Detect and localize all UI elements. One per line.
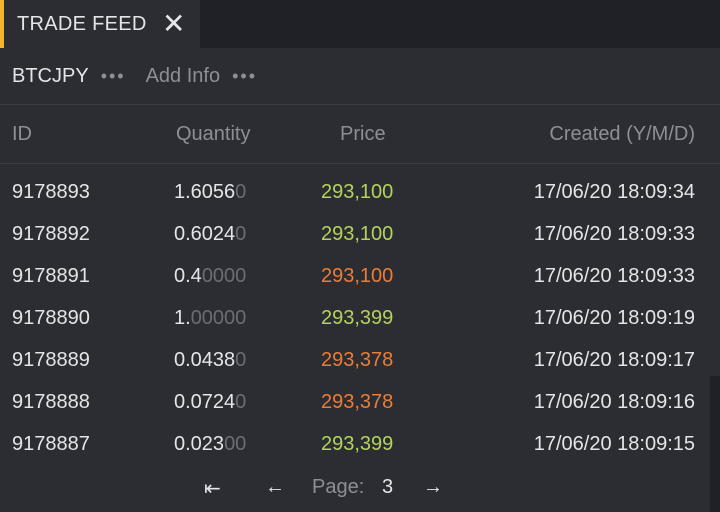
page-number: 3 — [382, 476, 394, 498]
column-header-price[interactable]: Price — [340, 123, 386, 145]
trade-price: 293,399 — [321, 433, 394, 455]
first-page-icon[interactable]: ⇤ — [204, 478, 221, 500]
trade-quantity: 0.04380 — [174, 349, 246, 372]
column-header-id[interactable]: ID — [12, 123, 32, 145]
trade-id: 9178892 — [12, 223, 90, 245]
column-header-created[interactable]: Created (Y/M/D) — [549, 123, 695, 145]
table-row[interactable]: 9178892 0.60240 293,100 17/06/20 18:09:3… — [0, 213, 720, 255]
table-row[interactable]: 9178890 1.00000 293,399 17/06/20 18:09:1… — [0, 297, 720, 339]
trade-id: 9178890 — [12, 307, 90, 329]
table-header: ID Quantity Price Created (Y/M/D) — [0, 105, 720, 164]
trade-price: 293,100 — [321, 181, 394, 203]
quantity-significant: 0.023 — [174, 433, 225, 455]
quantity-significant: 1.6056 — [174, 181, 236, 203]
quantity-padding: 0 — [235, 349, 247, 371]
table-row[interactable]: 9178887 0.02300 293,399 17/06/20 18:09:1… — [0, 423, 720, 465]
quantity-significant: 0.6024 — [174, 223, 236, 245]
trade-created: 17/06/20 18:09:17 — [533, 349, 695, 371]
trade-quantity: 1.60560 — [174, 181, 246, 204]
scrollbar[interactable] — [710, 376, 720, 512]
trade-id: 9178891 — [12, 265, 90, 287]
table-row[interactable]: 9178893 1.60560 293,100 17/06/20 18:09:3… — [0, 171, 720, 213]
column-header-quantity[interactable]: Quantity — [176, 123, 251, 145]
trade-price: 293,399 — [321, 307, 394, 329]
quantity-significant: 0.0724 — [174, 391, 236, 413]
trade-id: 9178889 — [12, 349, 90, 371]
add-info-button[interactable]: Add Info — [145, 64, 221, 87]
trade-created: 17/06/20 18:09:15 — [533, 433, 695, 455]
trade-created: 17/06/20 18:09:34 — [533, 181, 695, 203]
close-icon[interactable]: ✕ — [161, 8, 186, 39]
trade-price: 293,378 — [321, 349, 394, 371]
previous-page-icon[interactable]: ← — [265, 476, 285, 498]
quantity-padding: 0 — [235, 181, 247, 203]
trade-quantity: 0.07240 — [174, 391, 246, 414]
quantity-significant: 1. — [174, 307, 191, 329]
quantity-padding: 0 — [235, 223, 247, 245]
trade-quantity: 0.60240 — [174, 223, 246, 246]
trade-id: 9178893 — [12, 181, 90, 203]
tab-title: TRADE FEED — [17, 12, 147, 35]
trade-quantity: 1.00000 — [174, 307, 246, 330]
trade-list: 9178893 1.60560 293,100 17/06/20 18:09:3… — [0, 171, 720, 465]
quantity-padding: 00000 — [190, 307, 247, 329]
trade-quantity: 0.40000 — [174, 265, 246, 288]
table-row[interactable]: 9178891 0.40000 293,100 17/06/20 18:09:3… — [0, 255, 720, 297]
toolbar: BTCJPY ••• Add Info ••• — [0, 48, 720, 105]
tab-trade-feed[interactable]: TRADE FEED ✕ — [0, 0, 200, 48]
quantity-padding: 0 — [235, 391, 247, 413]
table-row[interactable]: 9178888 0.07240 293,378 17/06/20 18:09:1… — [0, 381, 720, 423]
pagination: ⇤ ← Page: 3 → — [0, 468, 720, 508]
trade-created: 17/06/20 18:09:33 — [533, 265, 695, 287]
trade-created: 17/06/20 18:09:33 — [533, 223, 695, 245]
trade-price: 293,100 — [321, 265, 394, 287]
quantity-padding: 0000 — [201, 265, 247, 287]
trade-created: 17/06/20 18:09:16 — [533, 391, 695, 413]
trade-id: 9178887 — [12, 433, 90, 455]
tab-bar: TRADE FEED ✕ — [0, 0, 720, 48]
add-info-more-icon[interactable]: ••• — [232, 65, 258, 86]
trade-quantity: 0.02300 — [174, 433, 246, 456]
next-page-icon[interactable]: → — [423, 476, 443, 498]
quantity-significant: 0.0438 — [174, 349, 236, 371]
table-row[interactable]: 9178889 0.04380 293,378 17/06/20 18:09:1… — [0, 339, 720, 381]
page-label: Page: — [312, 476, 365, 498]
quantity-padding: 00 — [224, 433, 247, 455]
trade-id: 9178888 — [12, 391, 90, 413]
trade-created: 17/06/20 18:09:19 — [533, 307, 695, 329]
trade-price: 293,100 — [321, 223, 394, 245]
quantity-significant: 0.4 — [174, 265, 202, 287]
symbol-label[interactable]: BTCJPY — [12, 64, 89, 87]
trade-price: 293,378 — [321, 391, 394, 413]
symbol-more-icon[interactable]: ••• — [100, 65, 126, 86]
